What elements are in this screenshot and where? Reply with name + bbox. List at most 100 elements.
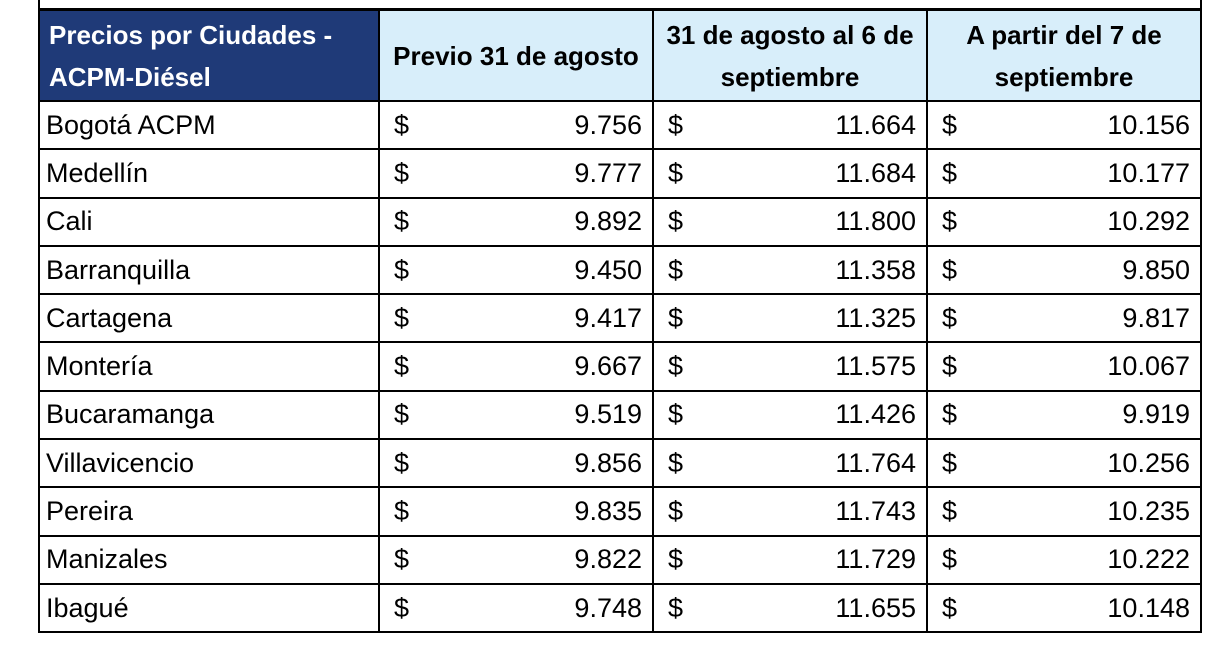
- currency-symbol: $: [394, 496, 410, 527]
- city-name-cell: Cartagena: [38, 293, 380, 344]
- price-amount: 10.148: [1107, 592, 1190, 623]
- price-amount: 10.292: [1107, 206, 1190, 237]
- price-a-partir-cell: $10.256: [926, 438, 1202, 489]
- price-previo-cell: $9.856: [378, 438, 654, 489]
- currency-symbol: $: [668, 351, 684, 382]
- money-value: $10.222: [928, 544, 1200, 575]
- price-previo-cell: $9.748: [378, 582, 654, 634]
- table-row: Manizales $9.822 $11.729 $10.222: [38, 534, 1202, 585]
- price-amount: 11.358: [835, 254, 916, 285]
- price-amount: 11.655: [835, 592, 916, 623]
- money-value: $11.800: [654, 206, 926, 237]
- price-previo-cell: $9.667: [378, 341, 654, 392]
- city-name-cell: Cali: [38, 196, 380, 247]
- city-name-cell: Barranquilla: [38, 244, 380, 296]
- price-transicion-cell: $11.729: [652, 534, 928, 585]
- city-column-header: Precios por Ciudades - ACPM-Diésel: [38, 9, 380, 102]
- table-row: Medellín $9.777 $11.684 $10.177: [38, 148, 1202, 199]
- city-name-cell: Villavicencio: [38, 438, 380, 489]
- money-value: $10.256: [928, 448, 1200, 479]
- price-amount: 10.235: [1107, 496, 1190, 527]
- price-transicion-cell: $11.764: [652, 438, 928, 489]
- price-previo-cell: $9.417: [378, 293, 654, 344]
- price-table: Precios por Ciudades - ACPM-Diésel Previ…: [38, 9, 1202, 634]
- price-previo-cell: $9.835: [378, 486, 654, 537]
- city-name-cell: Medellín: [38, 148, 380, 199]
- price-amount: 11.764: [835, 447, 916, 478]
- currency-symbol: $: [394, 302, 410, 333]
- money-value: $9.919: [928, 399, 1200, 430]
- price-amount: 10.222: [1107, 544, 1190, 575]
- table-row: Bogotá ACPM $9.756 $11.664 $10.156: [38, 99, 1202, 151]
- currency-symbol: $: [394, 206, 410, 237]
- header-row: Precios por Ciudades - ACPM-Diésel Previ…: [38, 9, 1202, 102]
- currency-symbol: $: [942, 302, 958, 333]
- currency-symbol: $: [668, 109, 684, 140]
- price-transicion-cell: $11.743: [652, 486, 928, 537]
- currency-symbol: $: [942, 351, 958, 382]
- currency-symbol: $: [942, 109, 958, 140]
- price-previo-cell: $9.892: [378, 196, 654, 247]
- currency-symbol: $: [668, 544, 684, 575]
- table-row: Bucaramanga $9.519 $11.426 $9.919: [38, 389, 1202, 441]
- price-previo-cell: $9.822: [378, 534, 654, 585]
- price-a-partir-cell: $10.148: [926, 582, 1202, 634]
- currency-symbol: $: [942, 447, 958, 478]
- currency-symbol: $: [942, 254, 958, 285]
- currency-symbol: $: [668, 592, 684, 623]
- city-name-cell: Manizales: [38, 534, 380, 585]
- table-body: Bogotá ACPM $9.756 $11.664 $10.156 Medellín $…: [38, 99, 1202, 634]
- price-a-partir-cell: $10.156: [926, 99, 1202, 151]
- city-name-cell: Ibagué: [38, 582, 380, 634]
- price-amount: 9.850: [1122, 254, 1190, 285]
- money-value: $10.235: [928, 496, 1200, 527]
- price-previo-cell: $9.519: [378, 389, 654, 441]
- period-header-transicion: 31 de agosto al 6 de septiembre: [652, 9, 928, 102]
- currency-symbol: $: [942, 399, 958, 430]
- price-a-partir-cell: $9.919: [926, 389, 1202, 441]
- money-value: $11.426: [654, 399, 926, 430]
- price-transicion-cell: $11.426: [652, 389, 928, 441]
- money-value: $9.850: [928, 255, 1200, 286]
- money-value: $9.822: [380, 544, 652, 575]
- price-amount: 9.777: [574, 157, 642, 188]
- price-amount: 9.519: [574, 399, 642, 430]
- money-value: $10.067: [928, 351, 1200, 382]
- price-a-partir-cell: $10.177: [926, 148, 1202, 199]
- price-previo-cell: $9.777: [378, 148, 654, 199]
- money-value: $9.450: [380, 255, 652, 286]
- price-amount: 11.664: [835, 109, 916, 140]
- price-amount: 10.067: [1107, 351, 1190, 382]
- price-amount: 11.729: [835, 544, 916, 575]
- currency-symbol: $: [394, 109, 410, 140]
- price-amount: 9.817: [1122, 302, 1190, 333]
- money-value: $11.729: [654, 544, 926, 575]
- city-name-cell: Bucaramanga: [38, 389, 380, 441]
- currency-symbol: $: [668, 447, 684, 478]
- price-transicion-cell: $11.358: [652, 244, 928, 296]
- table-row: Villavicencio $9.856 $11.764 $10.256: [38, 438, 1202, 489]
- currency-symbol: $: [394, 592, 410, 623]
- price-a-partir-cell: $10.067: [926, 341, 1202, 392]
- price-transicion-cell: $11.655: [652, 582, 928, 634]
- currency-symbol: $: [394, 157, 410, 188]
- money-value: $11.764: [654, 448, 926, 479]
- currency-symbol: $: [668, 302, 684, 333]
- price-amount: 9.756: [574, 109, 642, 140]
- city-name-cell: Pereira: [38, 486, 380, 537]
- currency-symbol: $: [668, 206, 684, 237]
- currency-symbol: $: [394, 447, 410, 478]
- currency-symbol: $: [942, 592, 958, 623]
- currency-symbol: $: [394, 351, 410, 382]
- price-a-partir-cell: $9.817: [926, 293, 1202, 344]
- money-value: $11.684: [654, 158, 926, 189]
- price-previo-cell: $9.450: [378, 244, 654, 296]
- money-value: $11.325: [654, 303, 926, 334]
- table-row: Cali $9.892 $11.800 $10.292: [38, 196, 1202, 247]
- period-header-previo: Previo 31 de agosto: [378, 9, 654, 102]
- money-value: $9.856: [380, 448, 652, 479]
- money-value: $11.575: [654, 351, 926, 382]
- price-transicion-cell: $11.800: [652, 196, 928, 247]
- currency-symbol: $: [394, 254, 410, 285]
